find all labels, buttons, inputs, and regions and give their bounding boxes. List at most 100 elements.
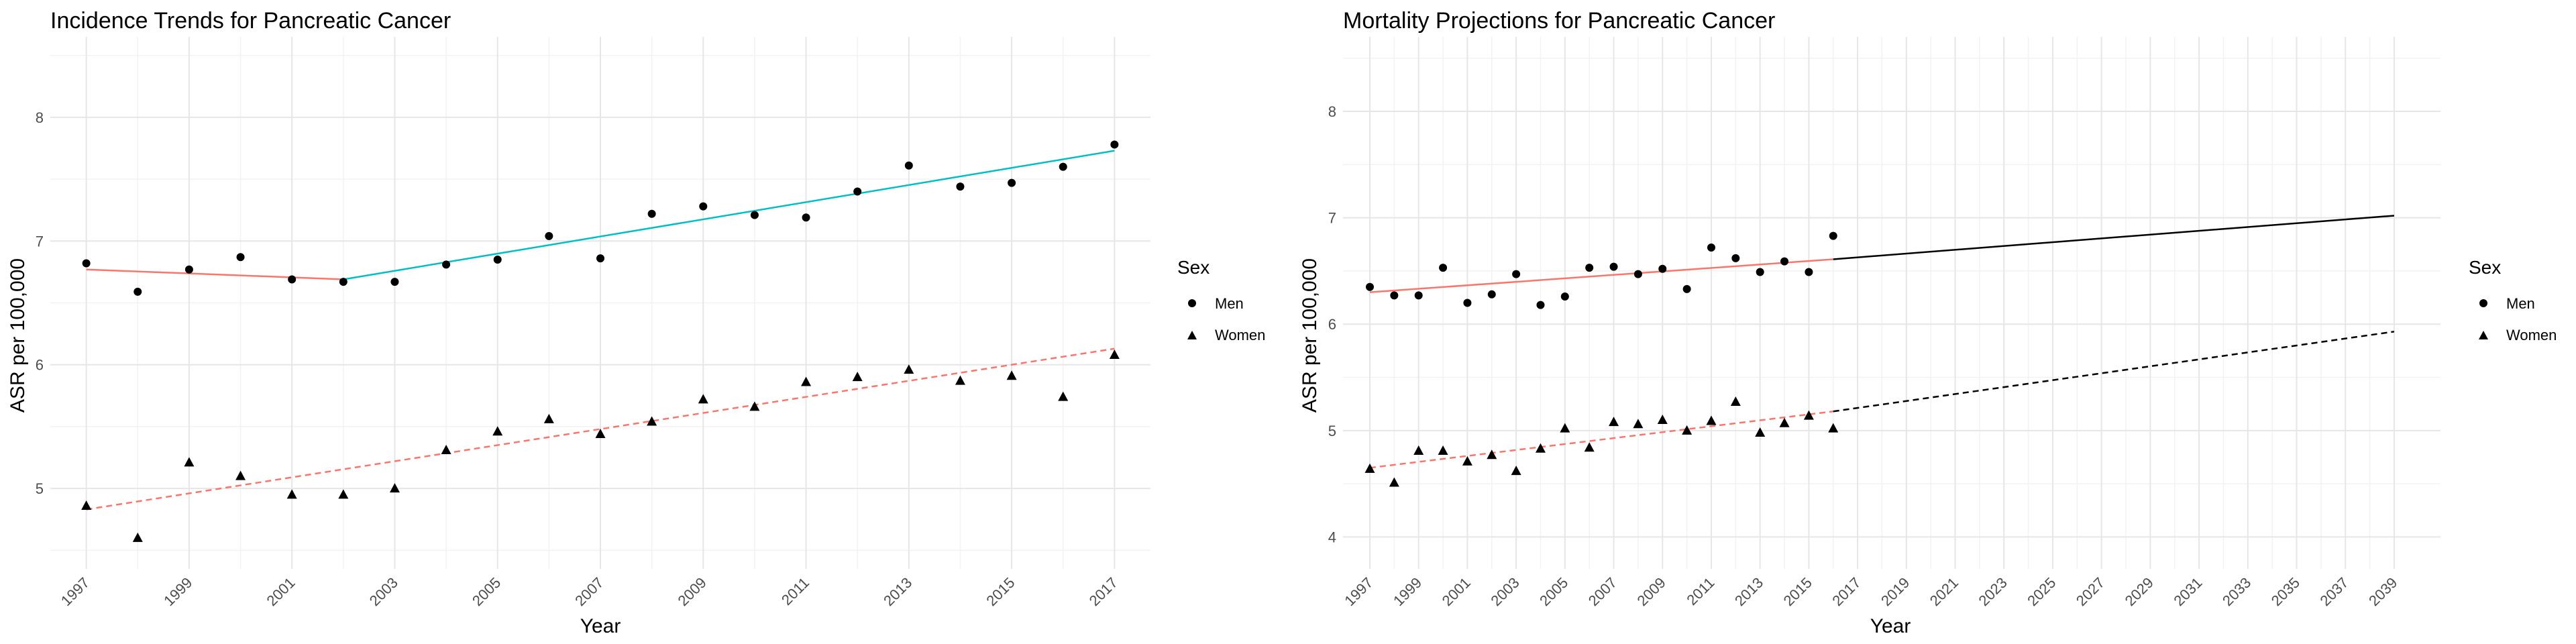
data-point-men	[1414, 291, 1423, 300]
data-point-women	[595, 428, 606, 438]
x-tick-label: 2035	[2268, 574, 2303, 609]
data-point-women	[1560, 423, 1570, 433]
mortality-chart: Mortality Projections for Pancreatic Can…	[1299, 8, 2557, 637]
data-point-men	[596, 254, 604, 263]
trend-line-men	[1369, 258, 1833, 293]
y-axis-title: ASR per 100,000	[1299, 258, 1321, 413]
y-axis-title: ASR per 100,000	[7, 258, 29, 413]
data-point-women	[1730, 396, 1741, 406]
x-tick-label: 1997	[58, 574, 93, 609]
incidence-chart: Incidence Trends for Pancreatic Cancer Y…	[7, 8, 1265, 637]
x-tick-label: 2025	[2024, 574, 2059, 609]
data-point-men	[1805, 268, 1813, 276]
data-point-women	[184, 457, 195, 467]
data-point-men	[1609, 262, 1618, 271]
data-point-women	[1364, 463, 1375, 473]
data-point-men	[750, 211, 759, 219]
data-point-women	[1609, 417, 1619, 427]
data-point-women	[441, 444, 451, 454]
data-point-women	[1682, 425, 1693, 435]
y-tick-label: 8	[1328, 103, 1336, 120]
data-point-men	[288, 275, 297, 284]
data-point-men	[1536, 301, 1545, 309]
data-point-women	[286, 489, 297, 499]
data-point-women	[1006, 370, 1017, 380]
legend-label-men: Men	[1215, 295, 1244, 312]
x-tick-label: 2009	[675, 574, 710, 609]
data-point-men	[647, 209, 656, 218]
legend-marker-women	[2479, 331, 2488, 339]
data-point-men	[184, 265, 193, 274]
trend-line-men	[343, 150, 1115, 280]
y-tick-label: 5	[1328, 423, 1336, 439]
legend: Sex Men Women	[2469, 257, 2557, 343]
data-point-men	[236, 253, 245, 262]
data-point-men	[133, 287, 142, 296]
data-point-men	[1390, 291, 1399, 300]
x-tick-label: 2005	[1536, 574, 1571, 609]
data-point-women	[1584, 442, 1595, 452]
x-tick-label: 2017	[1829, 574, 1864, 609]
x-tick-label: 2011	[1683, 574, 1717, 608]
x-tick-label: 2023	[1975, 574, 2010, 609]
chart-title: Mortality Projections for Pancreatic Can…	[1343, 8, 1775, 34]
legend-marker-women	[1187, 331, 1197, 339]
data-point-women	[749, 401, 760, 411]
data-point-women	[1633, 419, 1644, 429]
data-point-women	[1438, 445, 1448, 455]
data-point-women	[955, 375, 965, 385]
legend-label-women: Women	[2506, 327, 2557, 343]
trend-line-women	[1369, 411, 1833, 469]
x-tick-label: 1997	[1341, 574, 1376, 609]
x-axis-title: Year	[580, 615, 621, 637]
data-point-women	[1779, 417, 1790, 427]
y-tick-label: 6	[1328, 316, 1336, 333]
data-point-women	[389, 483, 400, 493]
data-point-women	[801, 376, 812, 386]
data-point-women	[1828, 423, 1839, 433]
data-point-men	[1365, 282, 1374, 291]
data-point-women	[338, 489, 349, 499]
x-tick-label: 2019	[1878, 574, 1913, 609]
data-point-men	[1512, 270, 1521, 278]
trend-line-women	[1833, 331, 2395, 413]
x-tick-label: 2039	[2365, 574, 2400, 609]
data-point-men	[1780, 257, 1789, 266]
x-tick-label: 2017	[1086, 574, 1121, 609]
data-point-men	[1110, 140, 1119, 149]
x-tick-label: 2037	[2316, 574, 2351, 609]
data-point-men	[442, 260, 451, 269]
data-point-women	[1109, 349, 1120, 359]
x-tick-label: 2011	[778, 574, 812, 608]
data-point-men	[1463, 299, 1472, 307]
data-point-men	[1731, 254, 1740, 262]
x-tick-label: 2003	[366, 574, 401, 609]
data-point-women	[543, 413, 554, 423]
data-point-men	[1008, 178, 1016, 187]
data-point-women	[852, 372, 863, 382]
data-point-men	[1756, 268, 1764, 276]
data-point-women	[1413, 445, 1424, 455]
legend-label-men: Men	[2506, 295, 2535, 312]
data-point-women	[1462, 455, 1472, 466]
legend-marker-men	[1188, 299, 1196, 307]
legend-title: Sex	[2469, 257, 2501, 278]
data-point-men	[1439, 264, 1448, 272]
x-tick-label: 2015	[1780, 574, 1815, 609]
x-tick-label: 2007	[572, 574, 606, 609]
data-point-men	[1059, 162, 1067, 171]
data-point-men	[956, 182, 965, 191]
y-tick-label: 7	[1328, 210, 1336, 227]
y-tick-label: 4	[1328, 529, 1336, 545]
x-tick-label: 2021	[1927, 574, 1962, 609]
data-point-women	[1058, 391, 1069, 401]
data-point-men	[1658, 264, 1667, 273]
trend-line-men	[86, 268, 343, 280]
data-point-women	[1803, 410, 1814, 420]
data-point-men	[1633, 270, 1642, 278]
y-tick-label: 7	[36, 233, 44, 250]
x-tick-label: 2013	[880, 574, 915, 609]
data-point-women	[1755, 427, 1766, 437]
data-point-women	[235, 470, 246, 480]
data-point-men	[699, 202, 708, 211]
